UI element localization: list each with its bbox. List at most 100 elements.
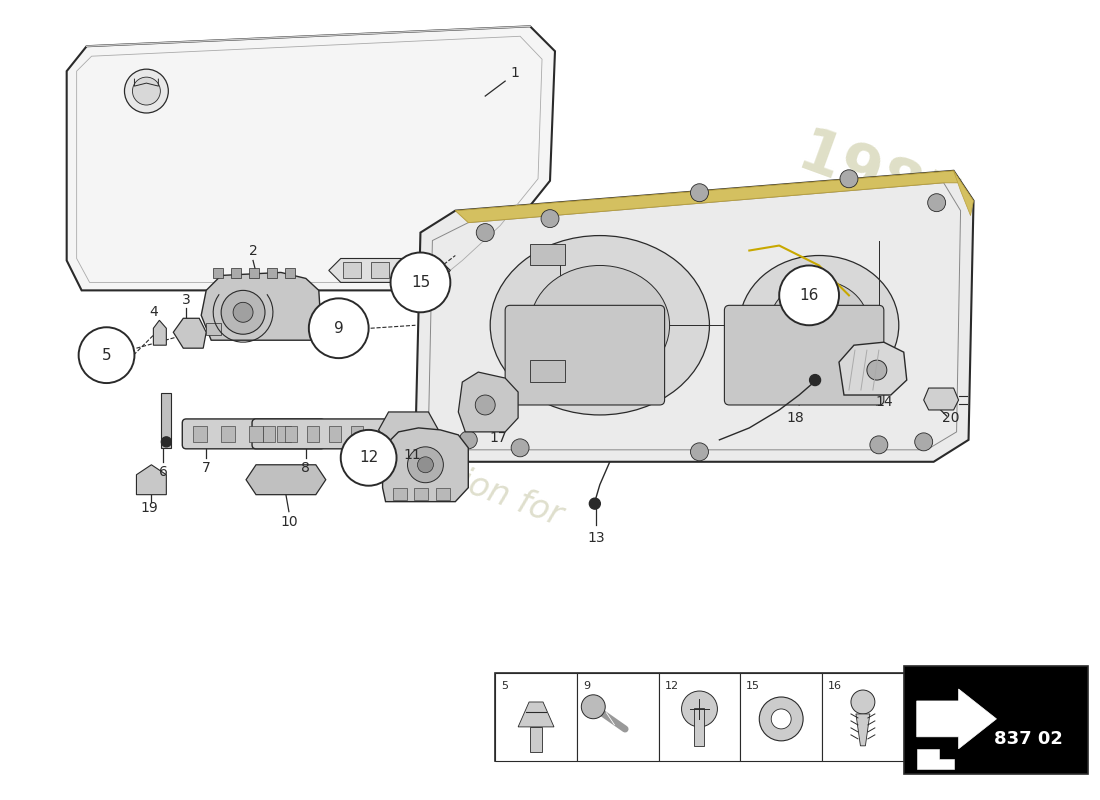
Bar — [194, 426, 207, 442]
Polygon shape — [201, 273, 321, 340]
Bar — [437, 488, 450, 500]
Bar — [530, 243, 565, 266]
Polygon shape — [67, 26, 556, 290]
Circle shape — [221, 290, 265, 334]
Bar — [343, 262, 361, 278]
Circle shape — [851, 690, 874, 714]
Polygon shape — [459, 372, 518, 432]
Polygon shape — [246, 465, 326, 494]
Text: 16: 16 — [800, 288, 818, 303]
Bar — [576, 673, 659, 761]
Bar — [162, 393, 172, 448]
FancyBboxPatch shape — [252, 419, 395, 449]
Text: 10: 10 — [280, 514, 298, 529]
Text: 1: 1 — [510, 66, 519, 80]
Polygon shape — [924, 388, 958, 410]
Circle shape — [541, 210, 559, 228]
Ellipse shape — [491, 235, 710, 415]
Text: 1985: 1985 — [789, 124, 969, 238]
Text: 20: 20 — [942, 411, 959, 425]
Text: eurospares: eurospares — [323, 135, 916, 426]
Bar — [329, 426, 341, 442]
Bar — [659, 673, 740, 761]
Text: 14: 14 — [874, 395, 892, 409]
Bar — [351, 426, 363, 442]
Bar — [495, 673, 576, 761]
Circle shape — [810, 374, 821, 386]
Text: 11: 11 — [404, 448, 421, 462]
FancyBboxPatch shape — [183, 419, 324, 449]
FancyBboxPatch shape — [505, 306, 664, 405]
Text: 9: 9 — [583, 681, 590, 691]
Circle shape — [840, 170, 858, 188]
Circle shape — [124, 69, 168, 113]
Bar — [393, 488, 407, 500]
Polygon shape — [518, 702, 554, 727]
Circle shape — [460, 431, 477, 449]
Bar — [530, 727, 542, 752]
Circle shape — [590, 498, 601, 509]
Polygon shape — [839, 342, 906, 395]
Bar — [267, 269, 277, 278]
Polygon shape — [416, 170, 974, 462]
Text: 18: 18 — [786, 411, 804, 425]
Text: 5: 5 — [101, 348, 111, 362]
Bar — [206, 323, 221, 335]
Text: 7: 7 — [201, 461, 210, 474]
Polygon shape — [916, 689, 997, 749]
Circle shape — [691, 443, 708, 461]
Polygon shape — [174, 318, 206, 348]
Text: 15: 15 — [410, 275, 430, 290]
Circle shape — [162, 437, 172, 447]
Circle shape — [390, 253, 450, 312]
Text: a passion for: a passion for — [354, 427, 566, 532]
Text: 8: 8 — [301, 461, 310, 474]
Bar — [371, 262, 388, 278]
Text: 837 02: 837 02 — [994, 730, 1063, 748]
Bar — [221, 426, 235, 442]
Text: 6: 6 — [158, 465, 168, 478]
Bar — [530, 360, 565, 382]
Bar — [249, 426, 263, 442]
Circle shape — [341, 430, 396, 486]
Circle shape — [682, 691, 717, 727]
Text: 15: 15 — [746, 681, 760, 691]
Bar — [263, 426, 275, 442]
Bar — [249, 269, 258, 278]
Bar — [694, 708, 704, 746]
Text: 12: 12 — [664, 681, 679, 691]
Polygon shape — [136, 465, 166, 494]
Bar — [495, 673, 904, 761]
Circle shape — [927, 194, 946, 212]
Polygon shape — [153, 320, 166, 345]
Polygon shape — [383, 428, 469, 502]
Bar — [285, 269, 295, 278]
FancyBboxPatch shape — [725, 306, 883, 405]
Circle shape — [78, 327, 134, 383]
Polygon shape — [954, 170, 974, 216]
Bar — [904, 666, 1088, 774]
Circle shape — [867, 360, 887, 380]
Circle shape — [771, 709, 791, 729]
Bar — [277, 426, 290, 442]
Polygon shape — [916, 749, 954, 769]
Ellipse shape — [739, 255, 899, 395]
Text: 5: 5 — [502, 681, 508, 691]
Circle shape — [779, 266, 839, 326]
Text: 16: 16 — [828, 681, 842, 691]
Circle shape — [581, 695, 605, 718]
Circle shape — [759, 697, 803, 741]
Bar — [740, 673, 822, 761]
Circle shape — [915, 433, 933, 451]
Text: 19: 19 — [141, 501, 158, 514]
Polygon shape — [378, 412, 439, 445]
Bar — [822, 673, 904, 761]
Polygon shape — [455, 170, 960, 222]
Circle shape — [476, 224, 494, 242]
Text: 12: 12 — [359, 450, 378, 466]
Text: 9: 9 — [334, 321, 343, 336]
Text: 13: 13 — [587, 530, 605, 545]
Text: 17: 17 — [490, 431, 507, 445]
Circle shape — [309, 298, 368, 358]
Polygon shape — [856, 714, 870, 746]
